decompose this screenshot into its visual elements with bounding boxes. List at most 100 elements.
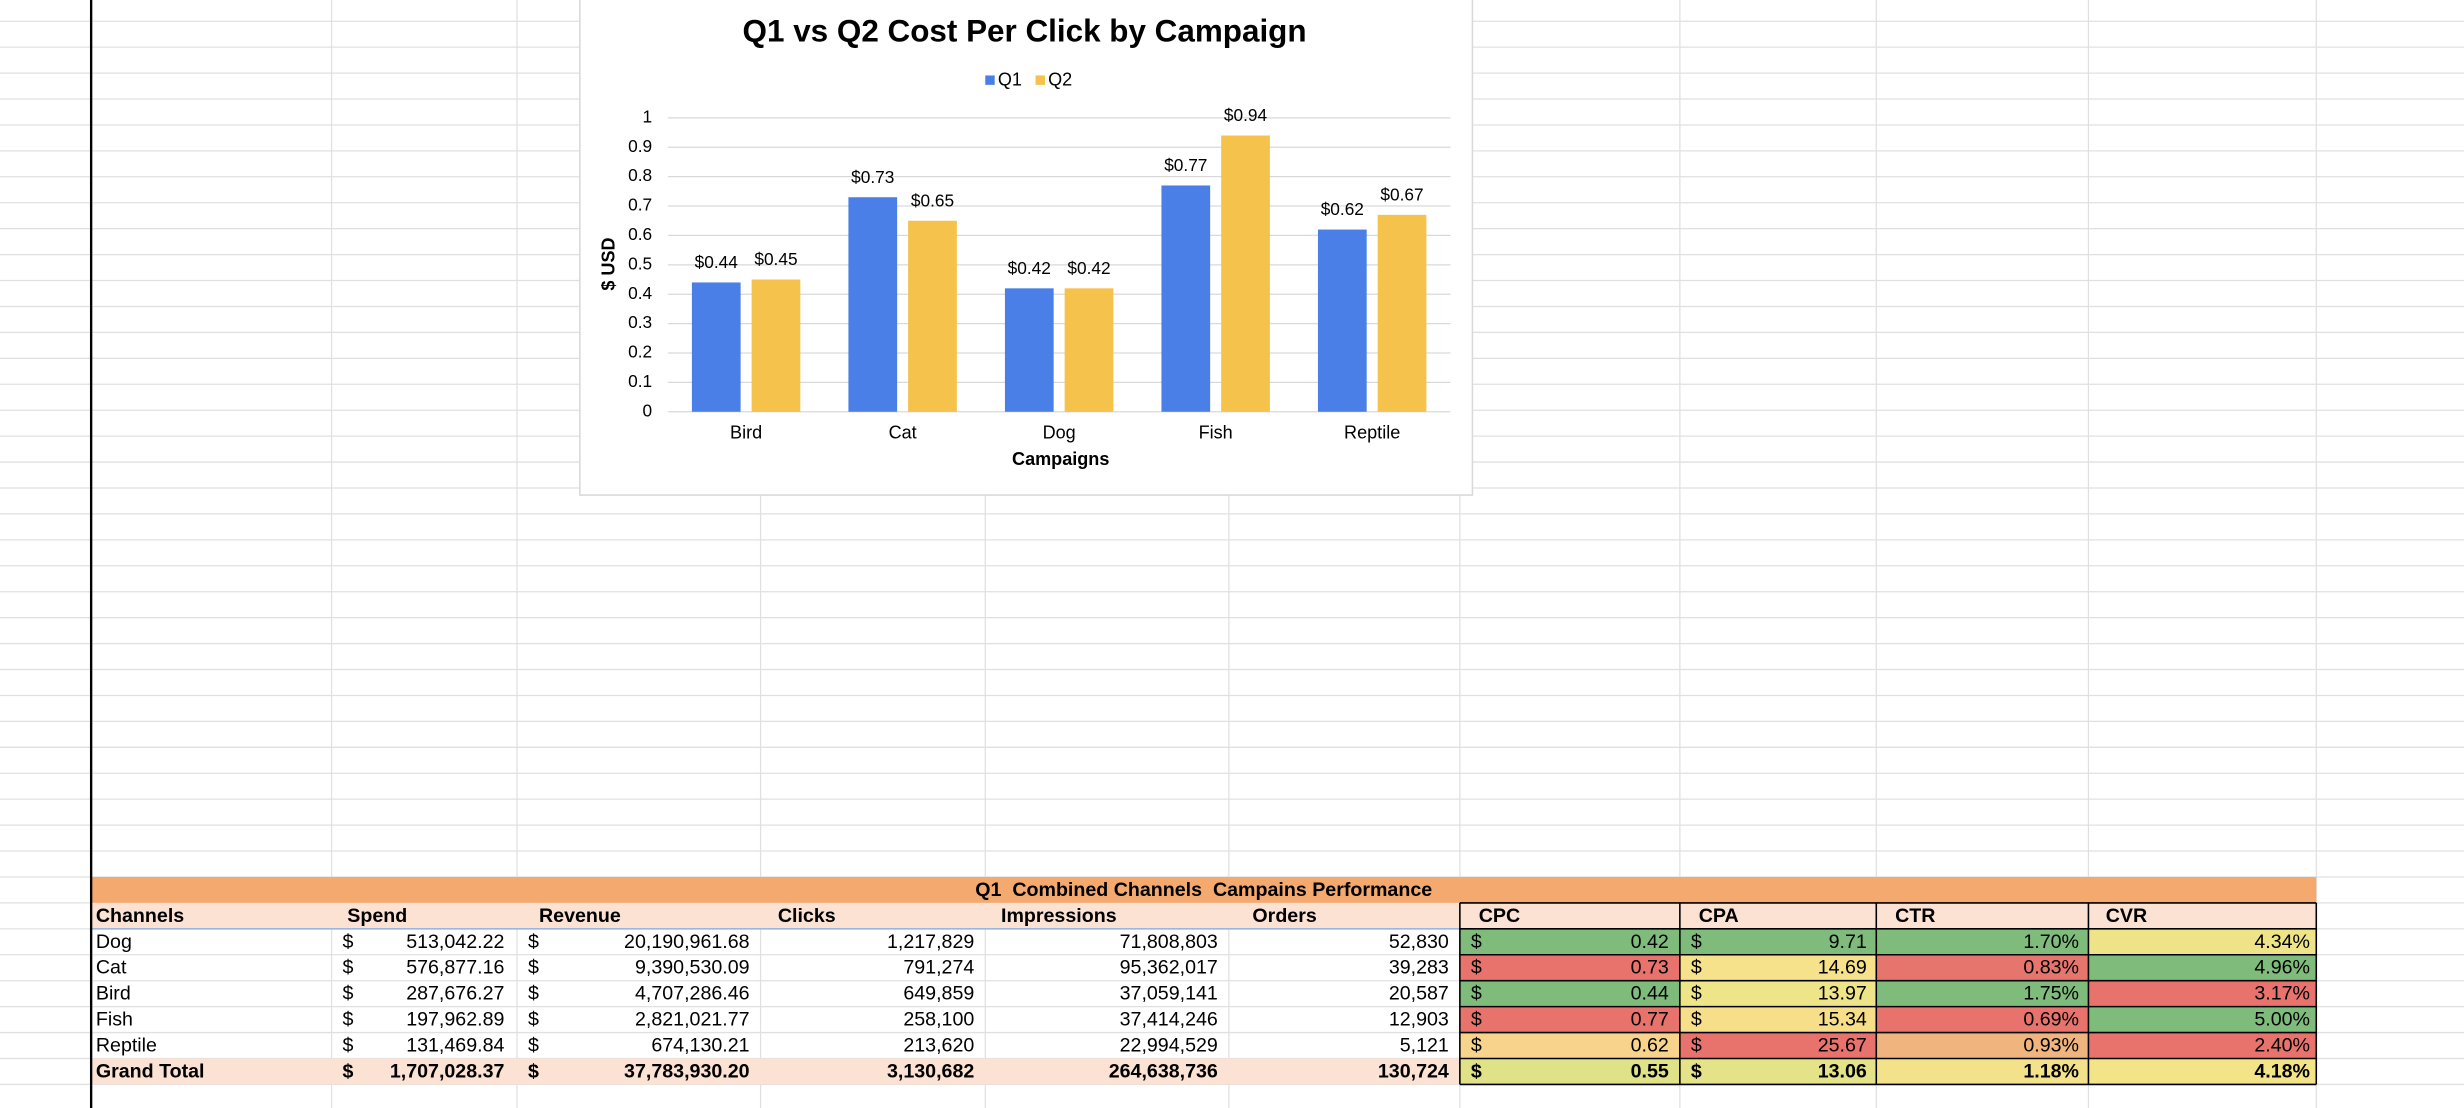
y-tick-label: 0.9	[628, 136, 652, 156]
cell-value: 0.83%	[2023, 957, 2079, 979]
cell-value: 12,903	[1389, 1009, 1449, 1031]
currency-sign: $	[1691, 983, 1702, 1005]
cell-value: 131,469.84	[406, 1035, 504, 1057]
currency-sign: $	[1691, 1035, 1702, 1057]
cell-value: 264,638,736	[1109, 1060, 1218, 1082]
row-label: Fish	[96, 1009, 133, 1031]
cell-value: 1,707,028.37	[390, 1060, 505, 1082]
cell-value: 287,676.27	[406, 983, 504, 1005]
cell-value: 37,059,141	[1120, 983, 1218, 1005]
metric-cell	[1679, 928, 1877, 955]
bar	[1317, 229, 1367, 412]
column-header: Spend	[347, 905, 407, 927]
currency-sign: $	[528, 1060, 539, 1082]
cell-value: 791,274	[903, 957, 974, 979]
metric-cell	[2088, 1032, 2317, 1059]
bar	[751, 279, 801, 412]
x-tick-label: Reptile	[1344, 423, 1400, 443]
bar	[1064, 288, 1114, 412]
bar	[1161, 185, 1211, 412]
cell-value: 4,707,286.46	[635, 983, 750, 1005]
cell-value: 4.34%	[2254, 931, 2310, 953]
y-tick-label: 0.5	[628, 253, 652, 273]
column-header: CTR	[1895, 905, 1935, 927]
cell-value: 2,821,021.77	[635, 1009, 750, 1031]
cell-value: 37,414,246	[1120, 1009, 1218, 1031]
y-tick-label: 0	[643, 400, 653, 420]
cell-value: 25.67	[1818, 1035, 1867, 1057]
data-label: $0.77	[1164, 155, 1207, 175]
cell-value: 14.69	[1818, 957, 1867, 979]
currency-sign: $	[528, 931, 539, 953]
cell-value: 9.71	[1829, 931, 1867, 953]
cell-value: 0.93%	[2023, 1035, 2079, 1057]
chart: Q1 vs Q2 Cost Per Click by Campaign Camp…	[598, 13, 1451, 469]
metric-cell	[1876, 1006, 2089, 1033]
cell-value: 197,962.89	[406, 1009, 504, 1031]
cell-value: 5,121	[1400, 1035, 1449, 1057]
title-band	[91, 876, 2317, 903]
metric-cell	[1679, 954, 1877, 981]
total-band	[91, 1058, 1460, 1085]
metric-cell	[1876, 980, 2089, 1007]
cell-value: 3.17%	[2254, 983, 2310, 1005]
cell-value: 37,783,930.20	[624, 1060, 750, 1082]
currency-sign: $	[1471, 983, 1482, 1005]
cell-value: 213,620	[903, 1035, 974, 1057]
cell-value: 1.75%	[2023, 983, 2079, 1005]
cell-value: 52,830	[1389, 931, 1449, 953]
metric-cell	[2088, 928, 2317, 955]
cell-value: 130,724	[1378, 1060, 1449, 1082]
data-label: $0.45	[754, 249, 797, 269]
metric-cell	[1679, 980, 1877, 1007]
metric-cell	[1876, 1032, 2089, 1059]
metric-cell	[1459, 1058, 1680, 1085]
currency-sign: $	[528, 1009, 539, 1031]
row-label: Cat	[96, 957, 127, 979]
cell-value: 3,130,682	[887, 1060, 974, 1082]
currency-sign: $	[1471, 1060, 1482, 1082]
y-tick-label: 0.1	[628, 371, 652, 391]
data-label: $0.73	[851, 167, 894, 187]
metric-cell	[1679, 1006, 1877, 1033]
y-tick-label: 1	[643, 106, 653, 126]
currency-sign: $	[528, 957, 539, 979]
metric-cell	[1459, 1006, 1680, 1033]
cell-value: 0.62	[1631, 1035, 1669, 1057]
legend-swatch	[1035, 75, 1045, 85]
cell-value: 13.06	[1818, 1060, 1867, 1082]
cell-value: 22,994,529	[1120, 1035, 1218, 1057]
data-label: $0.44	[695, 252, 739, 272]
cell-value: 20,587	[1389, 983, 1449, 1005]
cell-value: 0.69%	[2023, 1009, 2079, 1031]
cell-value: 576,877.16	[406, 957, 504, 979]
metric-cell	[1876, 1058, 2089, 1085]
currency-sign: $	[1691, 1060, 1702, 1082]
cell-value: 4.18%	[2254, 1060, 2310, 1082]
x-tick-label: Fish	[1199, 423, 1233, 443]
y-tick-label: 0.6	[628, 224, 652, 244]
cell-value: 0.55	[1631, 1060, 1669, 1082]
cell-value: 39,283	[1389, 957, 1449, 979]
table-title: Q1 Combined Channels Campains Performanc…	[975, 879, 1432, 901]
metric-cell	[2088, 980, 2317, 1007]
row-label: Grand Total	[96, 1060, 205, 1082]
currency-sign: $	[1691, 1009, 1702, 1031]
x-axis-title: Campaigns	[1012, 449, 1109, 469]
currency-sign: $	[1471, 1009, 1482, 1031]
cell-value: 674,130.21	[651, 1035, 749, 1057]
y-tick-label: 0.3	[628, 312, 652, 332]
y-tick-label: 0.4	[628, 283, 652, 303]
y-tick-label: 0.7	[628, 195, 652, 215]
metric-cell	[1459, 1032, 1680, 1059]
legend-label: Q2	[1048, 70, 1072, 90]
currency-sign: $	[1691, 931, 1702, 953]
cell-value: 258,100	[903, 1009, 974, 1031]
cell-value: 513,042.22	[406, 931, 504, 953]
row-label: Reptile	[96, 1035, 157, 1057]
bar	[848, 197, 898, 412]
metric-cell	[1876, 928, 2089, 955]
cell-value: 0.42	[1631, 931, 1669, 953]
